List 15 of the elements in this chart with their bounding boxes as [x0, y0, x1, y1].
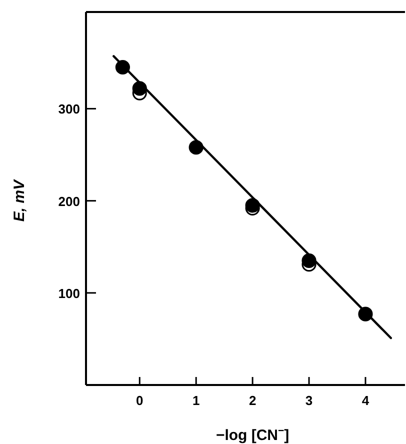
point [302, 253, 316, 268]
point [115, 60, 130, 75]
x-axis-title: −log [CN$^{−}$] [216, 425, 290, 444]
x-tick-label: 3 [305, 393, 313, 408]
point [358, 306, 373, 322]
x-tick-label: 4 [362, 393, 370, 408]
y-axis-title: E, mV [11, 178, 28, 222]
y-tick-label: 100 [58, 286, 80, 301]
y-tick-label: 300 [58, 102, 80, 117]
x-tick-label: 2 [248, 393, 256, 408]
x-tick-label: 0 [136, 393, 144, 408]
point [188, 140, 204, 155]
point [132, 81, 147, 96]
y-tick-label: 200 [58, 194, 80, 209]
x-tick-label: 1 [192, 393, 200, 408]
